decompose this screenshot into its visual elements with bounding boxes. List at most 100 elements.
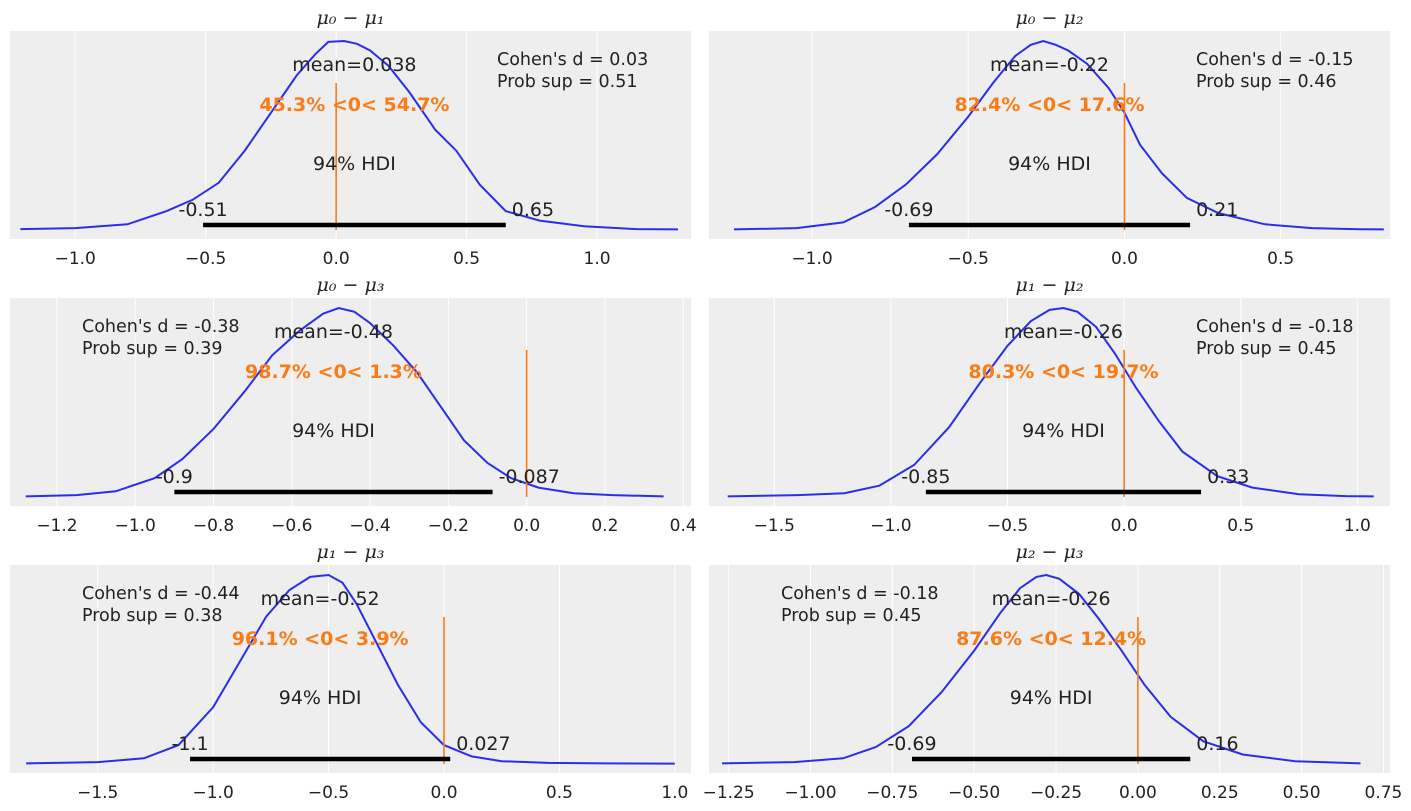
- kde-curve: [26, 573, 675, 765]
- x-tick-label: 1.0: [1344, 516, 1371, 536]
- x-tick-label: −1.00: [784, 783, 836, 803]
- cohens-d-label: Cohen's d = -0.18: [781, 584, 939, 604]
- x-tick-label: 0.5: [453, 249, 480, 269]
- panel-6: −1.25 −1.00 −0.75 −0.50 −0.25 0.00 0.25 0.50 0.7…: [703, 541, 1403, 803]
- prob-sup-label: Prob sup = 0.38: [82, 606, 223, 626]
- cohens-d-label: Cohen's d = -0.38: [82, 317, 240, 337]
- x-tick-label: −1.2: [36, 516, 77, 536]
- panel-title: μ₁ − μ₃: [317, 541, 385, 563]
- cohens-d-label: Cohen's d = -0.44: [82, 584, 240, 604]
- plot-area: [709, 31, 1390, 239]
- plot-area: [709, 298, 1390, 506]
- prob-sup-label: Prob sup = 0.45: [781, 606, 922, 626]
- plot-area: [10, 31, 691, 239]
- cohens-d-label: Cohen's d = -0.15: [1196, 50, 1354, 70]
- x-tick-label: −1.0: [870, 516, 911, 536]
- mean-label: mean=-0.48: [274, 321, 393, 343]
- panel-title: μ₁ − μ₂: [1016, 274, 1084, 296]
- x-tick-label: −1.5: [77, 783, 118, 803]
- mean-label: mean=-0.52: [261, 588, 380, 610]
- hdi-label: 94% HDI: [1022, 420, 1105, 442]
- cohens-d-label: Cohen's d = 0.03: [497, 50, 648, 70]
- reference-percent-label: 96.1% <0< 3.9%: [232, 628, 409, 650]
- reference-percent-label: 98.7% <0< 1.3%: [245, 361, 422, 383]
- cohens-d-label: Cohen's d = -0.18: [1196, 317, 1354, 337]
- x-tick-label: 0.00: [1119, 783, 1157, 803]
- x-tick-label: −1.0: [193, 783, 234, 803]
- x-tick-label: −0.75: [866, 783, 918, 803]
- x-tick-label: 0.5: [546, 783, 573, 803]
- kde-curve: [20, 39, 679, 231]
- x-tick-label: 0.0: [1111, 249, 1138, 269]
- prob-sup-label: Prob sup = 0.51: [497, 72, 638, 92]
- hdi-high-label: 0.027: [456, 733, 510, 755]
- panel-2: −1.0 −0.5 0.0 0.5 μ₀ − μ₂ -0.69 0.21 94% HDI mea…: [709, 7, 1390, 269]
- kde-curve: [727, 306, 1374, 498]
- panel-title: μ₂ − μ₃: [1016, 541, 1084, 563]
- prob-sup-label: Prob sup = 0.46: [1196, 72, 1337, 92]
- panel-title: μ₀ − μ₂: [1016, 7, 1084, 29]
- x-tick-label: 0.0: [430, 783, 457, 803]
- plot-area: [10, 565, 691, 773]
- reference-percent-label: 80.3% <0< 19.7%: [968, 361, 1158, 383]
- kde-curve: [25, 306, 664, 498]
- x-tick-label: −1.0: [55, 249, 96, 269]
- x-tick-label: −1.0: [115, 516, 156, 536]
- x-tick-label: −0.25: [1030, 783, 1082, 803]
- panel-title: μ₀ − μ₃: [317, 274, 385, 296]
- x-tick-label: −0.5: [948, 249, 989, 269]
- x-tick-label: 1.0: [584, 249, 611, 269]
- x-tick-label: 0.2: [591, 516, 618, 536]
- panel-4: −1.5 −1.0 −0.5 0.0 0.5 1.0 μ₁ − μ₂ -0.85 0.33 94%…: [709, 274, 1390, 536]
- panel-1: −1.0 −0.5 0.0 0.5 1.0 μ₀ − μ₁ -0.51 0.65 94% HDI…: [10, 7, 691, 269]
- x-tick-label: −1.25: [703, 783, 755, 803]
- hdi-low-label: -0.9: [156, 466, 193, 488]
- panel-title: μ₀ − μ₁: [317, 7, 385, 29]
- x-tick-label: −0.50: [948, 783, 1000, 803]
- hdi-label: 94% HDI: [313, 153, 396, 175]
- x-tick-label: 0.25: [1201, 783, 1239, 803]
- hdi-label: 94% HDI: [292, 420, 375, 442]
- hdi-high-label: 0.33: [1207, 466, 1249, 488]
- x-tick-label: −1.5: [754, 516, 795, 536]
- prob-sup-label: Prob sup = 0.39: [82, 339, 223, 359]
- x-tick-label: −0.4: [349, 516, 390, 536]
- panel-3: −1.2 −1.0 −0.8 −0.6 −0.4 −0.2 0.0 0.2 0.4 μ₀ − μ₃…: [10, 274, 697, 536]
- mean-label: mean=-0.26: [992, 588, 1111, 610]
- panel-5: −1.5 −1.0 −0.5 0.0 0.5 1.0 μ₁ − μ₃ -1.1 0.027 94%…: [10, 541, 691, 803]
- x-tick-label: −0.5: [987, 516, 1028, 536]
- hdi-low-label: -0.69: [887, 733, 936, 755]
- x-tick-label: −0.5: [185, 249, 226, 269]
- x-tick-label: 0.0: [1111, 516, 1138, 536]
- x-tick-label: 0.75: [1365, 783, 1403, 803]
- x-tick-label: 0.0: [513, 516, 540, 536]
- kde-curve: [722, 573, 1361, 765]
- kde-curve: [733, 39, 1384, 231]
- x-tick-label: 0.50: [1283, 783, 1321, 803]
- hdi-high-label: 0.16: [1196, 733, 1238, 755]
- x-tick-label: 1.0: [661, 783, 688, 803]
- reference-percent-label: 87.6% <0< 12.4%: [956, 628, 1146, 650]
- x-tick-label: 0.4: [670, 516, 697, 536]
- mean-label: mean=0.038: [292, 54, 416, 76]
- hdi-low-label: -0.51: [178, 199, 227, 221]
- reference-percent-label: 45.3% <0< 54.7%: [259, 94, 449, 116]
- reference-percent-label: 82.4% <0< 17.6%: [954, 94, 1144, 116]
- mean-label: mean=-0.26: [1004, 321, 1123, 343]
- plot-area: [709, 565, 1390, 773]
- hdi-low-label: -0.85: [901, 466, 950, 488]
- x-tick-label: 0.0: [323, 249, 350, 269]
- x-tick-label: 0.5: [1267, 249, 1294, 269]
- x-tick-label: 0.5: [1227, 516, 1254, 536]
- x-tick-label: −0.5: [308, 783, 349, 803]
- hdi-low-label: -0.69: [884, 199, 933, 221]
- prob-sup-label: Prob sup = 0.45: [1196, 339, 1337, 359]
- hdi-label: 94% HDI: [1010, 687, 1093, 709]
- x-tick-label: −0.8: [193, 516, 234, 536]
- x-tick-label: −0.2: [428, 516, 469, 536]
- x-tick-label: −0.6: [271, 516, 312, 536]
- hdi-low-label: -1.1: [172, 733, 209, 755]
- x-tick-label: −1.0: [791, 249, 832, 269]
- hdi-label: 94% HDI: [279, 687, 362, 709]
